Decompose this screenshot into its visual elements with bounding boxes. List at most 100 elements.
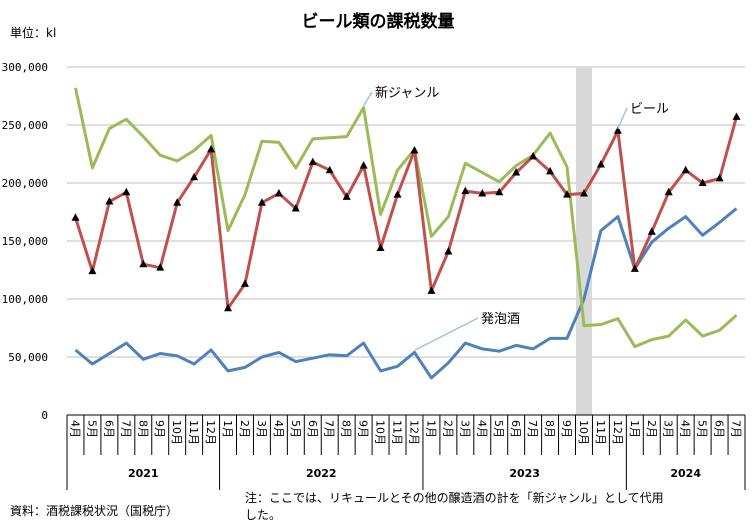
data-point-marker — [291, 204, 300, 212]
annotation-label: 発泡酒 — [481, 312, 520, 327]
series-line — [74, 116, 738, 310]
data-point-marker — [410, 146, 419, 154]
x-axis: 4月 5月 6月 7月 8月 9月 10月 11月 12月 1月 2月 3月 4月 5月 6月 7月 8月 9月 1… — [66, 414, 746, 490]
data-point-marker — [647, 227, 656, 235]
x-tick-label: 5月 — [85, 420, 98, 438]
y-tick-label: 250,000 — [2, 119, 48, 132]
data-point-marker — [342, 192, 351, 200]
x-tick-label: 2月 — [441, 420, 454, 438]
data-point-marker — [393, 190, 402, 198]
x-tick-label: 1月 — [221, 420, 234, 438]
data-point-marker — [461, 186, 470, 195]
x-tick-label: 12月 — [611, 420, 624, 445]
y-tick-label: 300,000 — [2, 61, 48, 74]
unit-label: 単位：kl — [10, 25, 56, 40]
data-point-marker — [224, 303, 233, 312]
x-tick-label: 5月 — [696, 420, 709, 438]
series-markers — [71, 112, 741, 312]
chart-title: ビール類の課税数量 — [302, 11, 455, 32]
data-point-marker — [173, 198, 182, 206]
data-point-marker — [207, 144, 216, 153]
note-line-2: した。 — [245, 508, 281, 522]
x-tick-label: 7月 — [119, 420, 132, 438]
x-tick-label: 11月 — [187, 420, 200, 445]
year-label: 2021 — [128, 467, 159, 480]
x-tick-label: 4月 — [272, 420, 285, 438]
note-line-1: 注：ここでは、リキュールとその他の醸造酒の計を「新ジャンル」として代用 — [245, 490, 664, 505]
data-point-marker — [512, 168, 521, 176]
x-tick-label: 5月 — [492, 420, 505, 438]
data-point-marker — [190, 172, 199, 181]
x-tick-label: 11月 — [391, 420, 404, 445]
data-point-marker — [88, 266, 97, 275]
data-point-marker — [359, 161, 368, 169]
y-tick-label: 0 — [41, 409, 48, 422]
x-tick-label: 4月 — [679, 420, 692, 438]
data-point-marker — [274, 188, 283, 197]
x-tick-label: 3月 — [458, 420, 471, 438]
data-point-marker — [376, 243, 385, 251]
annotation-label: ビール — [630, 102, 669, 117]
x-tick-label: 6月 — [509, 420, 522, 438]
data-point-marker — [546, 166, 555, 175]
data-point-marker — [529, 151, 538, 160]
x-tick-label: 10月 — [170, 420, 183, 445]
x-tick-label: 9月 — [357, 420, 370, 438]
x-tick-label: 3月 — [255, 420, 268, 438]
x-tick-label: 12月 — [407, 420, 420, 445]
data-point-marker — [664, 187, 673, 196]
x-tick-label: 10月 — [374, 420, 387, 445]
annotation-label: 新ジャンル — [375, 85, 439, 101]
y-tick-label: 200,000 — [2, 177, 48, 190]
x-tick-label: 8月 — [340, 420, 353, 438]
x-tick-label: 8月 — [543, 420, 556, 438]
data-point-marker — [240, 279, 249, 287]
x-tick-label: 1月 — [628, 420, 641, 438]
x-tick-label: 2月 — [238, 420, 251, 438]
x-tick-label: 2月 — [645, 420, 658, 438]
y-axis: 0 50,000 100,000 150,000 200,000 250,000 300,0… — [2, 61, 48, 422]
data-point-marker — [563, 190, 572, 198]
data-point-marker — [71, 213, 80, 221]
data-point-marker — [715, 173, 724, 182]
data-point-marker — [325, 165, 334, 174]
y-tick-label: 50,000 — [8, 351, 48, 364]
data-point-marker — [579, 188, 588, 197]
gridlines — [67, 66, 745, 358]
data-point-marker — [698, 178, 707, 186]
x-tick-label: 4月 — [68, 420, 81, 438]
x-tick-label: 10月 — [577, 420, 590, 445]
series-line — [74, 207, 738, 380]
x-tick-label: 4月 — [475, 420, 488, 438]
series-line — [74, 87, 738, 349]
x-tick-label: 7月 — [323, 420, 336, 438]
data-point-marker — [427, 286, 436, 294]
x-tick-label: 5月 — [289, 420, 302, 438]
annotation-leader — [617, 107, 628, 130]
data-point-marker — [156, 263, 165, 271]
data-point-marker — [681, 165, 690, 174]
data-point-marker — [613, 126, 622, 134]
annotation-leader — [414, 317, 479, 352]
data-point-marker — [495, 187, 504, 196]
data-point-marker — [596, 159, 605, 168]
highlight-band — [575, 67, 592, 415]
y-tick-label: 150,000 — [2, 235, 48, 248]
x-tick-label: 12月 — [204, 420, 217, 445]
data-point-marker — [732, 112, 741, 120]
source-text: 資料：酒税課税状況（国税庁） — [10, 503, 178, 518]
year-label: 2024 — [670, 467, 701, 480]
data-point-marker — [444, 246, 453, 255]
data-point-marker — [105, 197, 114, 205]
annotation-leader — [362, 91, 373, 106]
x-tick-label: 6月 — [306, 420, 319, 438]
x-tick-label: 3月 — [662, 420, 675, 438]
data-point-marker — [308, 157, 317, 166]
x-tick-label: 6月 — [713, 420, 726, 438]
x-tick-label: 6月 — [102, 420, 115, 438]
year-label: 2022 — [306, 467, 337, 480]
data-point-marker — [478, 188, 487, 197]
data-point-marker — [257, 198, 266, 206]
